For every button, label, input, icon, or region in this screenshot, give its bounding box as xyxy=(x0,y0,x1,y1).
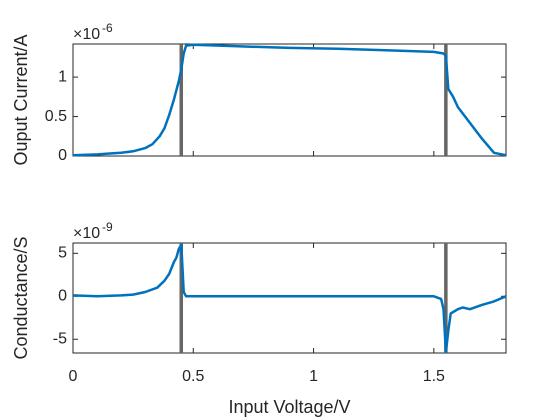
y-tick-label: 0 xyxy=(58,288,67,305)
x-tick-label: 1.5 xyxy=(423,368,445,385)
x-tick-label: 0.5 xyxy=(182,368,204,385)
y-multiplier: ×10 xyxy=(73,225,100,242)
y-multiplier-exponent: -9 xyxy=(102,220,113,234)
y-tick-label: -5 xyxy=(53,330,67,347)
y-tick-label: 0.5 xyxy=(45,108,67,125)
axes-box xyxy=(72,43,507,157)
y-multiplier-exponent: -6 xyxy=(102,21,113,35)
data-line xyxy=(72,43,507,157)
y-tick-label: 1 xyxy=(58,68,67,85)
y-tick-label: 0 xyxy=(58,147,67,164)
x-tick-label: 0 xyxy=(69,368,78,385)
data-line xyxy=(72,243,507,354)
y-tick-label: 5 xyxy=(58,245,67,262)
x-axis-label: Input Voltage/V xyxy=(228,397,350,417)
y-axis-label: Ouput Current/A xyxy=(11,34,31,165)
axes-box xyxy=(72,242,507,354)
y-axis-label: Conductance/S xyxy=(11,236,31,359)
x-tick-label: 1 xyxy=(309,368,318,385)
y-multiplier: ×10 xyxy=(73,26,100,43)
